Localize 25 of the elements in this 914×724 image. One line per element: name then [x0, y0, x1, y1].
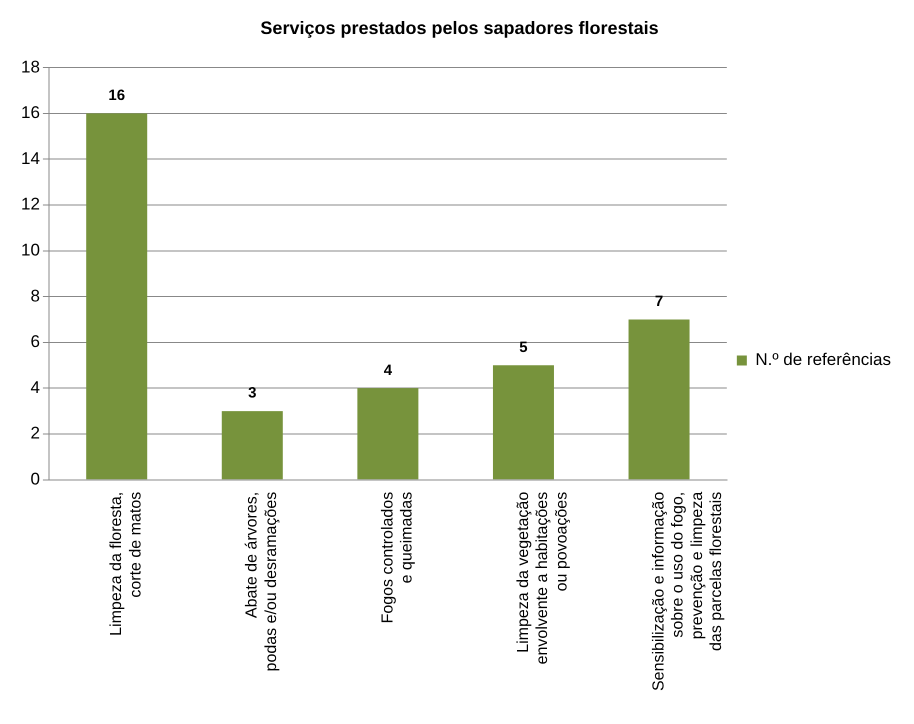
x-tick-label: Fogos controlados e queimadas: [379, 492, 416, 624]
bar: [492, 365, 554, 480]
bar: [86, 113, 148, 480]
y-tick-label: 12: [20, 194, 40, 214]
y-tick-label: 14: [20, 148, 40, 168]
bar: [222, 411, 283, 480]
y-tick-label: 2: [30, 424, 40, 443]
y-tick-label: 16: [20, 103, 40, 122]
legend-label: N.º de referências: [755, 350, 892, 370]
y-tick-label: 4: [30, 378, 40, 397]
data-label: 5: [519, 338, 528, 356]
data-label: 7: [654, 293, 664, 310]
bar: [628, 319, 690, 480]
bar: [357, 388, 418, 480]
y-tick-label: 10: [20, 240, 40, 260]
y-tick-label: 18: [20, 57, 40, 76]
chart-title: Serviços prestados pelos sapadores florestais: [260, 18, 659, 38]
x-tick-label: Limpeza da floresta, corte de matos: [108, 492, 144, 636]
y-tick-label: 8: [30, 286, 40, 306]
data-label: 16: [108, 87, 126, 104]
data-label: 3: [248, 384, 256, 402]
y-tick-label: 6: [30, 332, 40, 352]
data-label: 4: [384, 362, 393, 379]
x-tick-label: Limpeza da vegetação envolvente a habitações ou povoações: [514, 492, 570, 664]
y-tick-label: 0: [30, 469, 40, 488]
